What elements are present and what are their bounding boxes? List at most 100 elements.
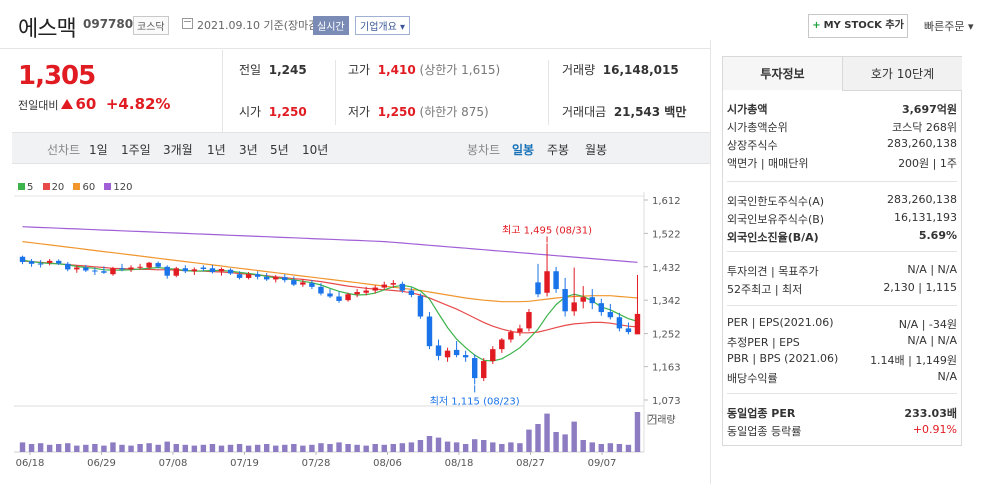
candle-body	[28, 261, 35, 264]
ma-legend: 5 20 60 120	[18, 182, 133, 193]
volume-bar	[209, 444, 216, 452]
period-1w[interactable]: 1주일	[121, 143, 151, 157]
high-price: 고가 1,410 (상한가 1,615)	[348, 63, 501, 77]
info-key: PER | EPS(2021.06)	[727, 316, 834, 329]
candle-body	[453, 349, 460, 356]
candle-body	[535, 282, 541, 295]
candlestick-svg[interactable]: 1,612 1,522 1,432 1,342 1,252 1,163 1,073 거래량 06…	[12, 176, 710, 480]
volume-bar	[218, 445, 225, 452]
candle-body	[517, 328, 523, 333]
info-value: N/A | N/A	[907, 263, 957, 276]
volume-bar	[625, 444, 632, 452]
volume-bar	[634, 412, 641, 452]
candle-body	[245, 274, 252, 278]
quick-order-dropdown[interactable]: 빠른주문 ▾	[924, 20, 974, 33]
candle-body	[74, 267, 80, 270]
prev-close: 전일 1,245	[239, 63, 307, 77]
x-tick-label: 07/28	[302, 458, 331, 469]
candle-body	[55, 260, 62, 264]
info-value: 5.69%	[918, 229, 957, 242]
candle-body	[553, 271, 559, 290]
volume-bar	[191, 445, 198, 452]
period-1d[interactable]: 1일	[89, 143, 108, 157]
volume-bar	[74, 445, 80, 452]
realtime-button[interactable]: 실시간	[313, 16, 349, 35]
legend-ma120: 120	[113, 182, 133, 193]
candle-body	[571, 302, 577, 312]
tab-invest-info[interactable]: 투자정보	[723, 57, 842, 91]
info-value: N/A | N/A	[907, 334, 957, 347]
volume-bar	[607, 443, 614, 452]
info-row: PER | EPS(2021.06) N/A | -34원	[727, 316, 957, 332]
candle-body	[490, 349, 496, 362]
candle-monthly[interactable]: 월봉	[585, 143, 608, 157]
volume-bar	[589, 442, 595, 452]
low-annotation: 최저 1,115 (08/23)	[430, 395, 520, 407]
period-3y[interactable]: 3년	[239, 143, 258, 157]
stock-code: 097780	[83, 17, 134, 31]
period-10y[interactable]: 10년	[302, 143, 329, 157]
y-tick-label: 1,342	[652, 296, 681, 307]
volume-bar	[146, 443, 152, 452]
candle-body	[200, 267, 207, 270]
up-arrow-icon	[61, 99, 74, 109]
candle-body	[607, 312, 614, 318]
trade-value: 거래대금 21,543 백만	[562, 105, 687, 119]
candle-weekly[interactable]: 주봉	[547, 143, 570, 157]
volume-bar	[553, 432, 559, 452]
y-tick-label: 1,522	[652, 229, 681, 240]
candle-body	[119, 268, 125, 270]
volume-bar	[155, 444, 161, 452]
info-row: 시가총액 3,697억원	[727, 101, 957, 117]
prev-label: 전일대비	[18, 99, 59, 112]
divider	[335, 60, 336, 125]
candle-body	[236, 274, 243, 278]
x-tick-label: 09/07	[588, 458, 617, 469]
volume-bar	[200, 444, 207, 452]
candle-body	[65, 263, 71, 270]
volume-bar	[571, 421, 577, 452]
volume-bar	[137, 444, 143, 452]
title-bar: 에스맥 097780 코스닥 2021.09.10 기준(장마감) 실시간 기업…	[0, 0, 983, 50]
volume-bar	[372, 444, 378, 452]
period-3m[interactable]: 3개월	[163, 143, 193, 157]
volume-bar	[381, 444, 387, 452]
period-5y[interactable]: 5년	[270, 143, 289, 157]
volume-bar	[336, 442, 342, 452]
info-key: PBR | BPS (2021.06)	[727, 352, 839, 365]
volume-bar	[254, 444, 261, 452]
candle-body	[191, 269, 198, 272]
add-my-stock-button[interactable]: + MY STOCK 추가	[808, 14, 908, 38]
candle-body	[182, 268, 189, 272]
candle-body	[381, 284, 387, 288]
candle-daily[interactable]: 일봉	[512, 143, 535, 157]
volume-bar	[182, 444, 189, 452]
period-1y[interactable]: 1년	[207, 143, 226, 157]
volume-bar	[37, 443, 44, 452]
legend-ma5: 5	[27, 182, 34, 193]
info-row: 동일업종 등락률 +0.91%	[727, 423, 957, 439]
volume-label-box	[647, 414, 657, 425]
volume-bar	[517, 443, 523, 452]
candle-body	[481, 361, 487, 379]
ma60-line	[22, 241, 638, 303]
info-value: 283,260,138	[887, 193, 957, 206]
volume-bar	[399, 443, 406, 452]
info-key: 배당수익률	[727, 372, 778, 385]
volume-bar	[616, 444, 623, 452]
tab-orderbook[interactable]: 호가 10단계	[842, 57, 962, 91]
candle-body	[471, 358, 478, 379]
stock-chart[interactable]: 5 20 60 120 1,612 1,522 1,432 1,342 1,252 1,1…	[12, 176, 710, 480]
candle-body	[146, 262, 152, 268]
volume-bar	[562, 434, 568, 452]
candle-body	[336, 296, 342, 301]
volume-bar	[55, 444, 62, 452]
volume-bar	[580, 440, 586, 452]
legend-ma20: 20	[51, 182, 65, 193]
volume-bar	[119, 444, 125, 452]
x-tick-label: 08/06	[373, 458, 402, 469]
volume-bar	[345, 444, 351, 452]
company-overview-dropdown[interactable]: 기업개요 ▾	[355, 16, 411, 35]
stock-name: 에스맥	[18, 17, 77, 42]
candle-body	[37, 263, 44, 265]
